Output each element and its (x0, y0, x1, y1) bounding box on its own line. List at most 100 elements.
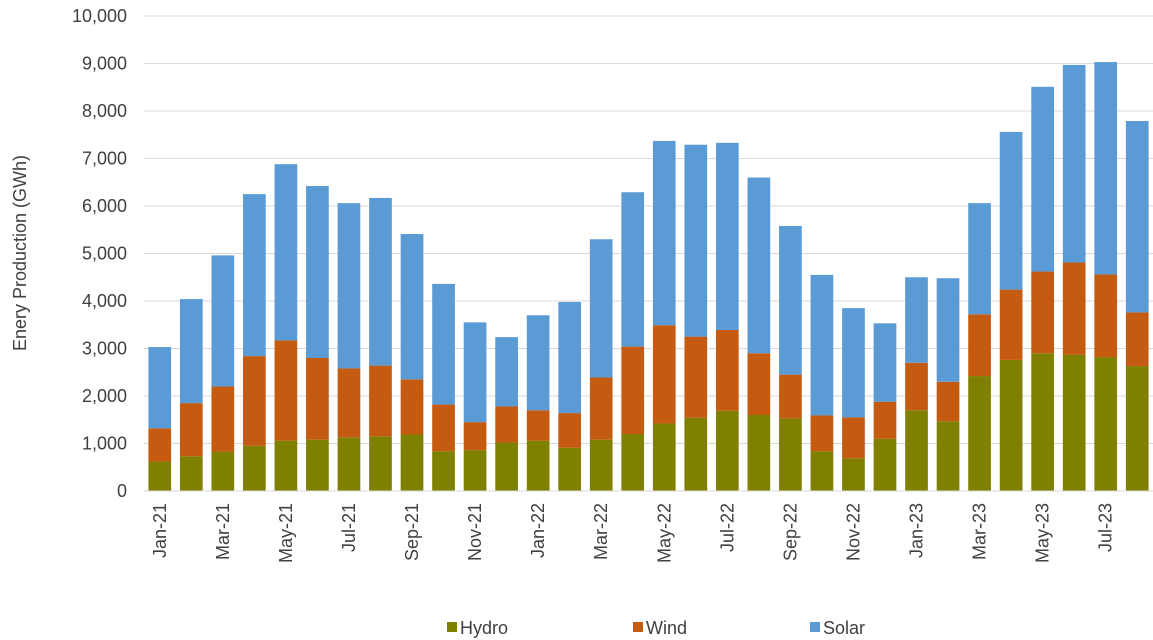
bar-segment (936, 421, 960, 491)
bar-segment (526, 315, 550, 411)
y-tick-label: 10,000 (72, 6, 127, 26)
x-tick-label: Jan-23 (907, 503, 927, 558)
bar-segment (999, 359, 1023, 491)
bar-segment (1062, 64, 1086, 263)
bar-segment (842, 308, 865, 418)
bar-segment (526, 440, 550, 491)
bar-segment (495, 337, 518, 407)
bar-segment (936, 278, 960, 382)
bar-segment (779, 225, 802, 375)
bar-segment (400, 379, 424, 435)
bar-segment (463, 322, 487, 423)
bar-segment (1062, 262, 1086, 355)
bar-segment (747, 353, 771, 415)
bar-segment (432, 451, 455, 491)
bar-segment (369, 436, 392, 491)
legend-label: Wind (646, 618, 687, 638)
bar-segment (1094, 274, 1118, 358)
bar-segment (1094, 357, 1118, 491)
bar-segment (1094, 62, 1118, 275)
y-axis-title: Enery Production (GWh) (10, 155, 30, 351)
bar-segment (558, 413, 582, 448)
legend-label: Hydro (460, 618, 508, 638)
bar-segment (148, 428, 172, 462)
bar-segment (589, 377, 613, 440)
bar-segment (400, 234, 424, 380)
bar-segment (306, 186, 329, 358)
bar-segment (684, 336, 708, 418)
bar-segment (211, 255, 235, 387)
y-tick-label: 5,000 (82, 244, 127, 264)
bar-segment (999, 289, 1023, 360)
x-tick-label: Sep-21 (402, 503, 422, 561)
bar-segment (810, 415, 834, 452)
bar-segment (715, 329, 739, 411)
bar-segment (179, 299, 203, 404)
bar-segment (747, 177, 771, 354)
bar-segment (495, 442, 518, 491)
x-tick-label: May-23 (1033, 503, 1053, 563)
bar-segment (621, 346, 645, 434)
bar-segment (179, 403, 203, 457)
bar-segment (873, 438, 897, 491)
bar-segment (148, 461, 172, 491)
bar-segment (652, 423, 676, 491)
bar-segment (243, 356, 266, 446)
bar-segment (1031, 86, 1054, 272)
legend-swatch (633, 622, 643, 632)
bar-segment (274, 164, 298, 341)
x-tick-label: Nov-21 (465, 503, 485, 561)
bar-segment (558, 301, 582, 414)
x-tick-label: Sep-22 (780, 503, 800, 561)
bar-segment (526, 410, 550, 441)
bar-segment (810, 274, 834, 416)
bar-segment (306, 439, 329, 491)
bar-segment (589, 239, 613, 378)
y-tick-label: 3,000 (82, 339, 127, 359)
bar-segment (999, 131, 1023, 290)
bar-segment (1125, 312, 1149, 367)
bar-segment (747, 415, 771, 491)
bar-segment (337, 203, 361, 369)
y-tick-label: 0 (117, 481, 127, 501)
x-tick-label: Jul-21 (339, 503, 359, 552)
y-tick-label: 9,000 (82, 54, 127, 74)
bar-segment (779, 418, 802, 491)
y-tick-label: 6,000 (82, 196, 127, 216)
y-tick-label: 8,000 (82, 101, 127, 121)
bar-segment (1125, 366, 1149, 491)
y-tick-label: 4,000 (82, 291, 127, 311)
bar-segment (400, 434, 424, 491)
bar-segment (968, 314, 991, 377)
bar-segment (1031, 353, 1054, 491)
x-tick-label: Jan-22 (528, 503, 548, 558)
x-tick-label: Mar-23 (970, 503, 990, 560)
bar-segment (148, 347, 172, 429)
y-tick-label: 2,000 (82, 386, 127, 406)
bar-segment (652, 325, 676, 424)
bar-segment (810, 451, 834, 491)
bar-segment (274, 440, 298, 491)
bar-segment (842, 458, 865, 491)
bar-segment (715, 410, 739, 491)
x-tick-label: Jul-22 (717, 503, 737, 552)
bar-segment (306, 358, 329, 440)
x-tick-label: Jan-21 (150, 503, 170, 558)
y-tick-label: 1,000 (82, 434, 127, 454)
x-tick-label: Mar-22 (591, 503, 611, 560)
bar-segment (432, 283, 455, 405)
bar-segment (684, 417, 708, 491)
bar-segment (495, 406, 518, 443)
bar-segment (684, 144, 708, 337)
bar-segment (558, 447, 582, 491)
bar-segment (779, 374, 802, 419)
bar-segment (243, 194, 266, 357)
bar-segment (369, 365, 392, 437)
bar-segment (463, 450, 487, 491)
bar-segment (211, 451, 235, 491)
bar-segment (715, 142, 739, 330)
bar-segment (179, 456, 203, 491)
legend-swatch (810, 622, 820, 632)
bar-segment (652, 140, 676, 326)
